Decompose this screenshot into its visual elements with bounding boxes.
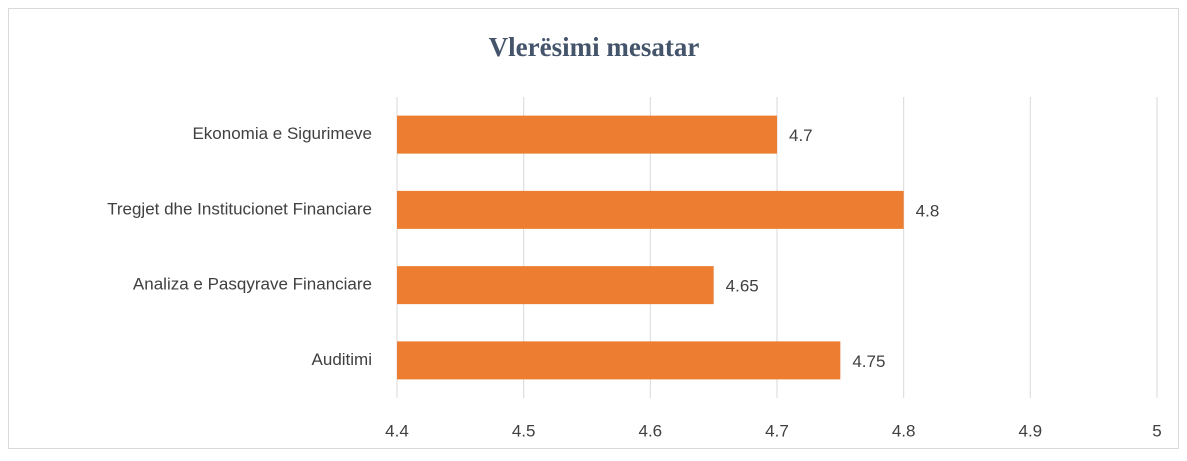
y-tick-label: Analiza e Pasqyrave Financiare [133, 275, 372, 294]
bar [397, 266, 714, 305]
data-label: 4.65 [726, 277, 759, 296]
y-tick-label: Tregjet dhe Institucionet Financiare [107, 199, 372, 218]
data-label: 4.8 [916, 201, 940, 220]
y-tick-label: Auditimi [312, 350, 372, 369]
x-tick-label: 4.6 [639, 421, 663, 440]
bar [397, 341, 841, 380]
x-tick-label: 5 [1152, 421, 1161, 440]
data-label: 4.7 [789, 126, 813, 145]
bar [397, 190, 904, 229]
chart-title: Vlerësimi mesatar [489, 32, 700, 62]
x-tick-label: 4.8 [892, 421, 916, 440]
data-label: 4.75 [852, 352, 885, 371]
x-tick-label: 4.4 [385, 421, 409, 440]
y-tick-label: Ekonomia e Sigurimeve [192, 124, 372, 143]
x-tick-label: 4.9 [1019, 421, 1043, 440]
x-tick-label: 4.5 [512, 421, 536, 440]
bar [397, 115, 777, 154]
x-tick-label: 4.7 [765, 421, 789, 440]
